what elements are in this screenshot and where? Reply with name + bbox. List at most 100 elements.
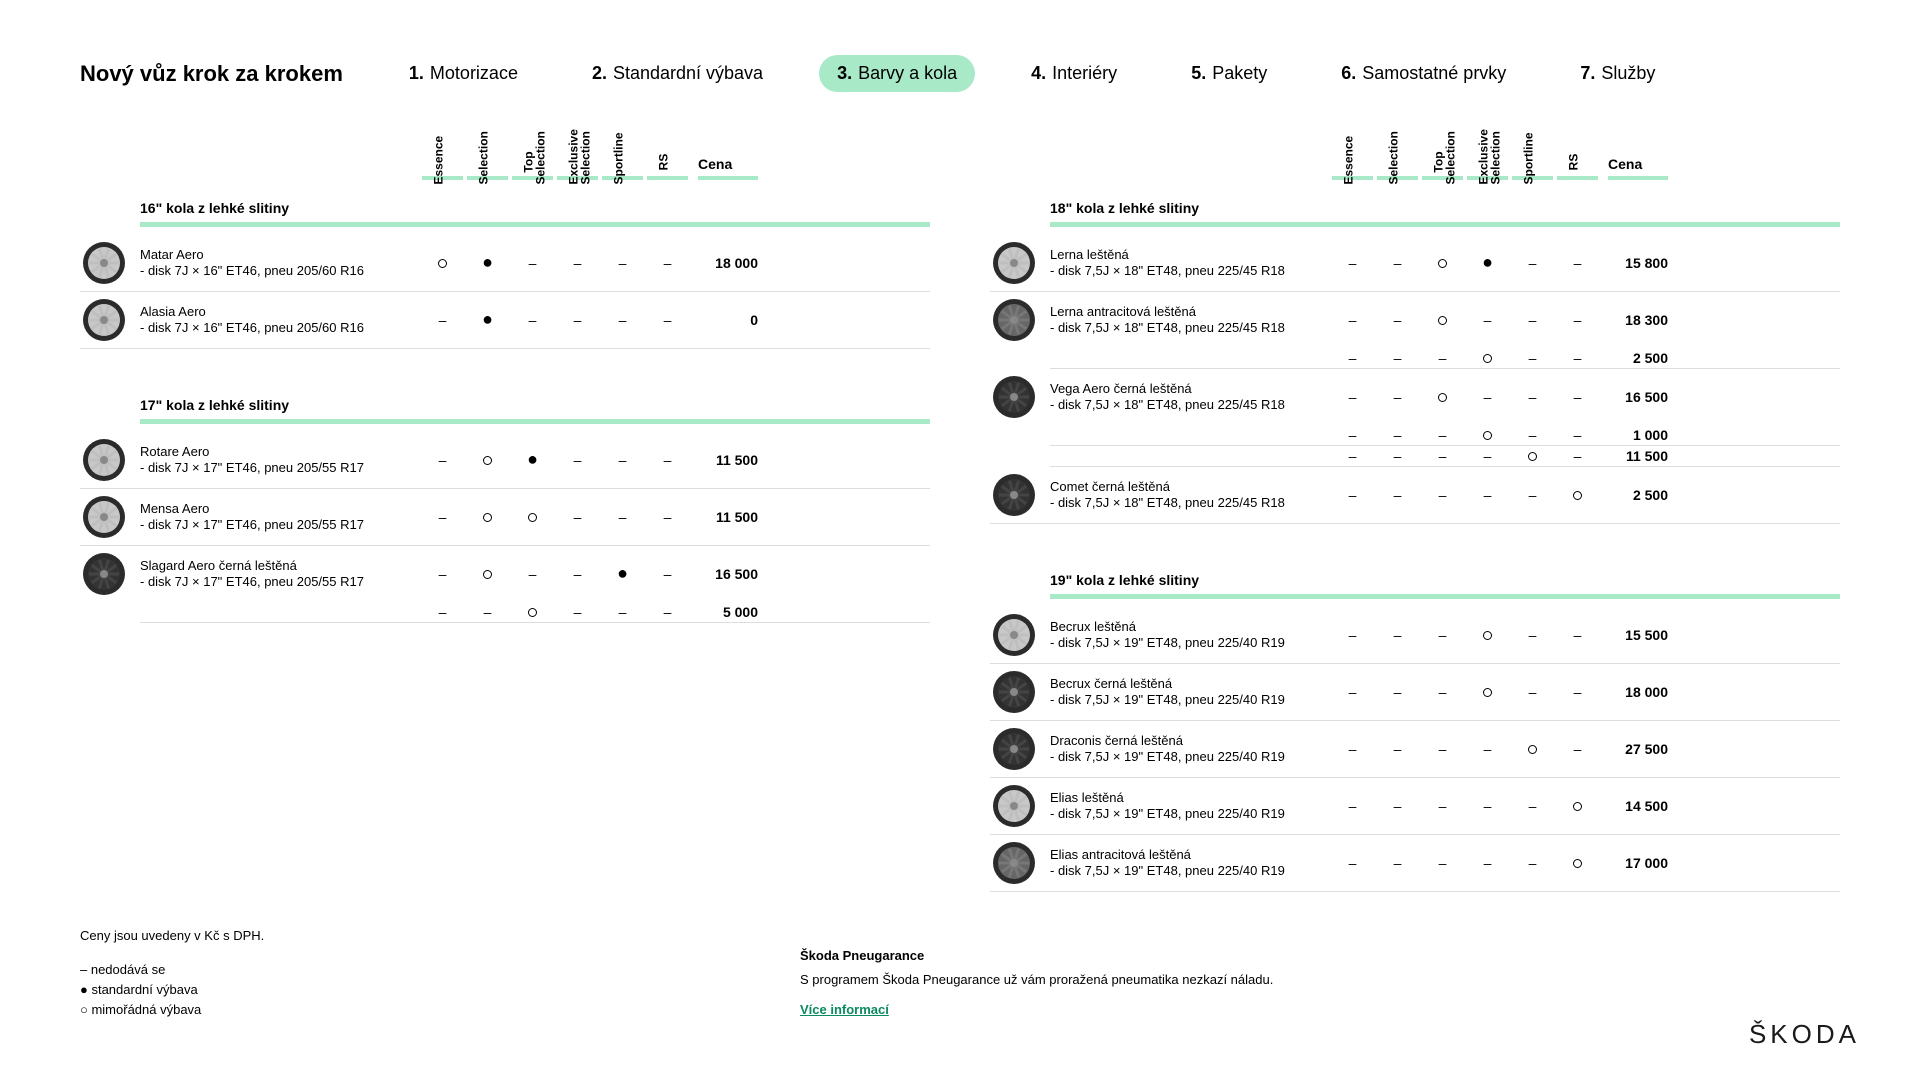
wheel-icon xyxy=(990,839,1038,887)
avail-cell xyxy=(1555,798,1600,814)
wheel-name: Becrux leštěná xyxy=(1050,619,1330,635)
avail-cell: – xyxy=(1330,487,1375,503)
avail-cell: – xyxy=(645,452,690,468)
pneu-text: S programem Škoda Pneugarance už vám pro… xyxy=(800,970,1360,990)
wheel-spec: - disk 7J × 17" ET46, pneu 205/55 R17 xyxy=(140,460,420,476)
price-cell: 16 500 xyxy=(690,566,762,582)
nav-step-4[interactable]: 4.Interiéry xyxy=(1013,55,1135,92)
trim-col: TopSelection xyxy=(1433,140,1453,185)
avail-cell: – xyxy=(1510,855,1555,871)
avail-cell: – xyxy=(1420,487,1465,503)
avail-cell: – xyxy=(555,604,600,620)
avail-cell: ● xyxy=(510,452,555,468)
avail-cell: – xyxy=(645,566,690,582)
avail-cell: – xyxy=(510,566,555,582)
avail-cell: – xyxy=(1555,312,1600,328)
price-cell: 11 500 xyxy=(690,452,762,468)
section-bar xyxy=(1050,222,1840,227)
avail-cell: – xyxy=(645,509,690,525)
wheel-spec: - disk 7,5J × 19" ET48, pneu 225/40 R19 xyxy=(1050,692,1330,708)
avail-cell: – xyxy=(510,312,555,328)
price-cell: 11 500 xyxy=(690,509,762,525)
avail-cell xyxy=(1555,487,1600,503)
avail-cell: – xyxy=(600,452,645,468)
wheel-name: Elias leštěná xyxy=(1050,790,1330,806)
price-header: Cena xyxy=(698,156,758,172)
avail-cell: – xyxy=(600,604,645,620)
avail-cell: – xyxy=(1510,627,1555,643)
price-cell: 2 500 xyxy=(1600,350,1672,366)
avail-cell: – xyxy=(645,255,690,271)
trim-col: Essence xyxy=(433,140,453,185)
nav-step-3[interactable]: 3.Barvy a kola xyxy=(819,55,975,92)
avail-cell xyxy=(1420,389,1465,405)
wheel-subrow: –––––5 000 xyxy=(140,602,930,623)
avail-cell: – xyxy=(1375,684,1420,700)
wheel-name: Alasia Aero xyxy=(140,304,420,320)
avail-cell: – xyxy=(420,509,465,525)
nav-step-7[interactable]: 7.Služby xyxy=(1562,55,1673,92)
wheel-row: Alasia Aero- disk 7J × 16" ET46, pneu 20… xyxy=(80,292,930,349)
section-bar xyxy=(140,419,930,424)
avail-cell: – xyxy=(1555,389,1600,405)
avail-cell: ● xyxy=(465,255,510,271)
avail-cell xyxy=(420,255,465,271)
avail-cell: ● xyxy=(1465,255,1510,271)
wheel-icon xyxy=(80,296,128,344)
avail-cell: – xyxy=(1465,855,1510,871)
nav-title: Nový vůz krok za krokem xyxy=(80,61,343,87)
wheel-icon xyxy=(80,493,128,541)
wheel-spec: - disk 7J × 17" ET46, pneu 205/55 R17 xyxy=(140,517,420,533)
avail-cell: – xyxy=(1510,427,1555,443)
avail-cell: – xyxy=(1375,487,1420,503)
wheel-icon xyxy=(990,782,1038,830)
wheel-icon xyxy=(990,296,1038,344)
avail-cell: – xyxy=(1555,427,1600,443)
wheel-name: Matar Aero xyxy=(140,247,420,263)
wheel-row: Slagard Aero černá leštěná- disk 7J × 17… xyxy=(80,546,930,602)
nav-step-5[interactable]: 5.Pakety xyxy=(1173,55,1285,92)
trim-col: RS xyxy=(1568,140,1588,185)
avail-cell: ● xyxy=(465,312,510,328)
avail-cell: – xyxy=(1330,389,1375,405)
trim-header: EssenceSelectionTopSelectionExclusiveSel… xyxy=(140,152,930,172)
wheel-name: Elias antracitová leštěná xyxy=(1050,847,1330,863)
pneu-link[interactable]: Více informací xyxy=(800,1000,889,1020)
avail-cell: – xyxy=(1555,627,1600,643)
price-cell: 0 xyxy=(690,312,762,328)
wheel-spec: - disk 7,5J × 19" ET48, pneu 225/40 R19 xyxy=(1050,635,1330,651)
legend-dot: ● standardní výbava xyxy=(80,980,264,1000)
avail-cell: – xyxy=(1510,312,1555,328)
avail-cell: – xyxy=(555,509,600,525)
nav-step-6[interactable]: 6.Samostatné prvky xyxy=(1323,55,1524,92)
avail-cell: – xyxy=(1375,255,1420,271)
wheel-name: Becrux černá leštěná xyxy=(1050,676,1330,692)
price-cell: 18 300 xyxy=(1600,312,1672,328)
wheel-name: Slagard Aero černá leštěná xyxy=(140,558,420,574)
wheel-row: Vega Aero černá leštěná- disk 7,5J × 18"… xyxy=(990,369,1840,425)
avail-cell: – xyxy=(1375,855,1420,871)
section-title: 18" kola z lehké slitiny xyxy=(1050,200,1840,216)
avail-cell xyxy=(465,452,510,468)
avail-cell: – xyxy=(555,312,600,328)
trim-col: RS xyxy=(658,140,678,185)
price-cell: 16 500 xyxy=(1600,389,1672,405)
avail-cell: – xyxy=(1420,427,1465,443)
avail-cell: – xyxy=(1465,389,1510,405)
nav-step-2[interactable]: 2.Standardní výbava xyxy=(574,55,781,92)
avail-cell: – xyxy=(1420,684,1465,700)
wheel-spec: - disk 7,5J × 18" ET48, pneu 225/45 R18 xyxy=(1050,495,1330,511)
trim-col: ExclusiveSelection xyxy=(568,140,588,185)
right-column: EssenceSelectionTopSelectionExclusiveSel… xyxy=(990,152,1840,892)
avail-cell: – xyxy=(1375,389,1420,405)
section-bar xyxy=(1050,594,1840,599)
section-bar xyxy=(140,222,930,227)
avail-cell: – xyxy=(510,255,555,271)
wheel-icon xyxy=(990,611,1038,659)
avail-cell: – xyxy=(1510,487,1555,503)
nav-step-1[interactable]: 1.Motorizace xyxy=(391,55,536,92)
avail-cell xyxy=(1420,255,1465,271)
avail-cell: – xyxy=(1375,741,1420,757)
avail-cell: – xyxy=(1555,350,1600,366)
wheel-subrow: –––––11 500 xyxy=(1050,446,1840,467)
